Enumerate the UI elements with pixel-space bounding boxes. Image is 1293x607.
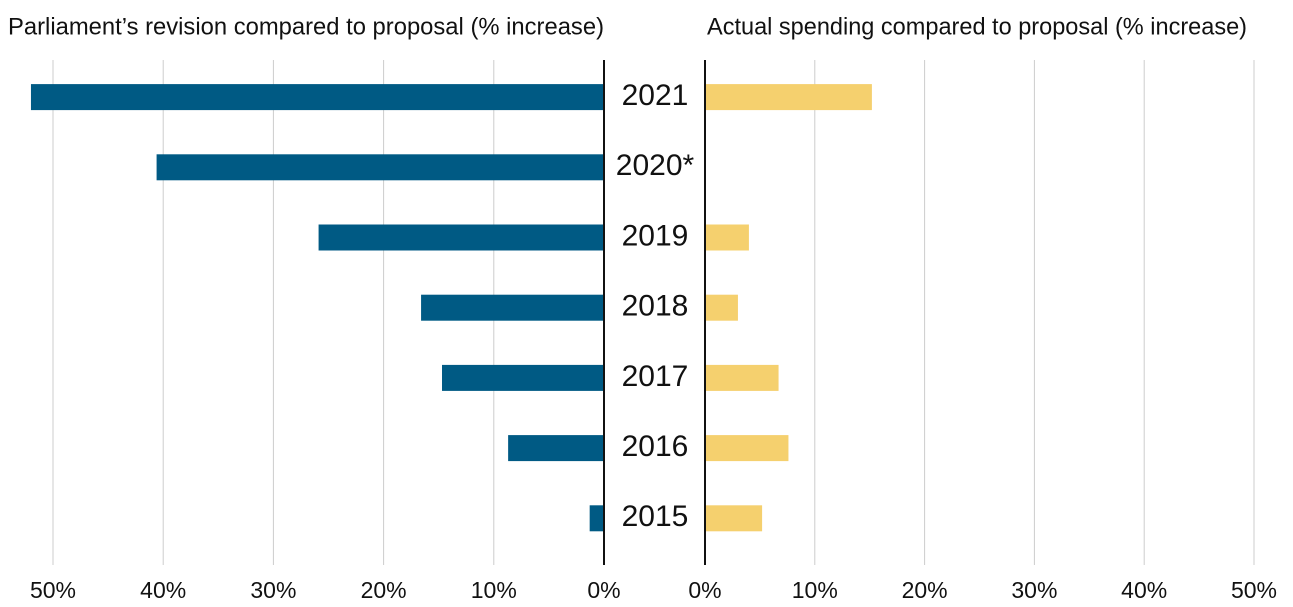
bar (318, 224, 604, 251)
panel-title: Parliament’s revision compared to propos… (8, 13, 604, 40)
bar (705, 364, 779, 391)
bar (442, 364, 604, 391)
bar (421, 294, 604, 321)
bar (156, 154, 604, 181)
bar (705, 505, 763, 532)
x-tick-label: 30% (1011, 577, 1057, 603)
x-tick-label: 10% (471, 577, 517, 603)
x-tick-label: 40% (1121, 577, 1167, 603)
bar (705, 294, 738, 321)
x-tick-label: 20% (361, 577, 407, 603)
bar (705, 224, 749, 251)
x-tick-label: 20% (902, 577, 948, 603)
panel-title: Actual spending compared to proposal (% … (707, 13, 1247, 40)
category-label: 2021 (622, 79, 689, 112)
category-label: 2020* (616, 149, 695, 182)
x-tick-label: 50% (1231, 577, 1277, 603)
bar (705, 435, 789, 462)
x-tick-label: 50% (30, 577, 76, 603)
bar (30, 84, 604, 111)
x-tick-label: 40% (140, 577, 186, 603)
bar (589, 505, 604, 532)
x-tick-label: 0% (688, 577, 721, 603)
category-label: 2017 (622, 360, 689, 393)
category-label: 2018 (622, 290, 689, 323)
x-tick-label: 30% (250, 577, 296, 603)
x-tick-label: 0% (587, 577, 620, 603)
bar (508, 435, 604, 462)
category-label: 2016 (622, 430, 689, 463)
bar (705, 84, 872, 111)
x-tick-label: 10% (792, 577, 838, 603)
category-label: 2015 (622, 500, 689, 533)
category-label: 2019 (622, 219, 689, 252)
